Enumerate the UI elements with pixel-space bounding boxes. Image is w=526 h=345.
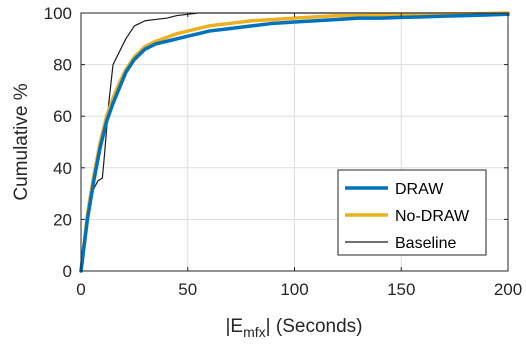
legend-label-baseline: Baseline xyxy=(395,235,456,252)
y-tick-label: 0 xyxy=(63,262,72,281)
tick-marks xyxy=(80,12,509,272)
x-axis-label-main: |E xyxy=(226,316,244,337)
x-axis-label-subscript: mfx xyxy=(243,324,266,340)
tick-labels: 0 50 100 150 200 0 20 40 60 80 100 xyxy=(44,4,523,299)
y-tick-label: 20 xyxy=(53,210,72,229)
series-line-no-draw xyxy=(79,11,510,273)
x-tick-label: 200 xyxy=(494,280,522,299)
y-tick-label: 100 xyxy=(44,4,72,23)
y-tick-label: 40 xyxy=(53,159,72,178)
legend-box xyxy=(337,169,487,256)
x-tick-label: 0 xyxy=(76,280,85,299)
x-tick-label: 50 xyxy=(178,280,197,299)
series-line-draw xyxy=(79,12,510,273)
y-tick-label: 60 xyxy=(53,107,72,126)
x-tick-label: 150 xyxy=(387,280,415,299)
legend-label-draw: DRAW xyxy=(395,181,444,198)
y-axis-label: Cumulative % xyxy=(11,83,32,200)
x-axis-label: |Emfx| (Seconds) xyxy=(226,316,363,340)
x-tick-label: 100 xyxy=(280,280,308,299)
legend: DRAW No-DRAW Baseline xyxy=(337,169,487,256)
y-tick-label: 80 xyxy=(53,56,72,75)
legend-label-no-draw: No-DRAW xyxy=(395,208,470,225)
x-axis-label-rest: | (Seconds) xyxy=(266,316,363,337)
